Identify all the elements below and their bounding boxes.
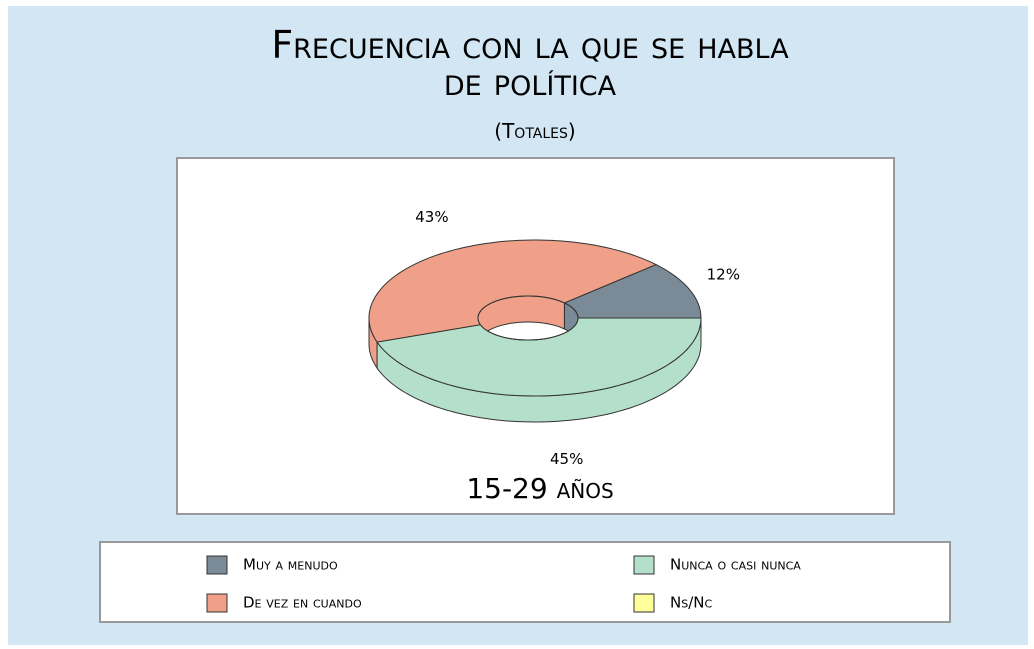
legend-swatch <box>633 555 655 575</box>
legend-label: Ns/Nc <box>670 594 712 612</box>
legend-swatch <box>206 555 228 575</box>
chart-subtitle: (Totales) <box>494 119 575 143</box>
slice-inner <box>478 296 565 340</box>
value-label: 45% <box>550 450 583 468</box>
value-label: 12% <box>707 265 740 283</box>
legend-label: Nunca o casi nunca <box>670 556 801 574</box>
chart-title: Frecuencia con la que se habla <box>271 23 789 67</box>
legend-label: Muy a menudo <box>243 556 338 574</box>
legend-box <box>99 541 951 623</box>
inner-label: 15-29 años <box>466 472 613 505</box>
legend-label: De vez en cuando <box>243 594 362 612</box>
chart-title: de política <box>444 60 617 104</box>
value-label: 43% <box>415 208 448 226</box>
plot-box <box>176 157 895 515</box>
legend-swatch <box>633 593 655 613</box>
hole-outline <box>477 295 579 341</box>
legend-swatch <box>206 593 228 613</box>
